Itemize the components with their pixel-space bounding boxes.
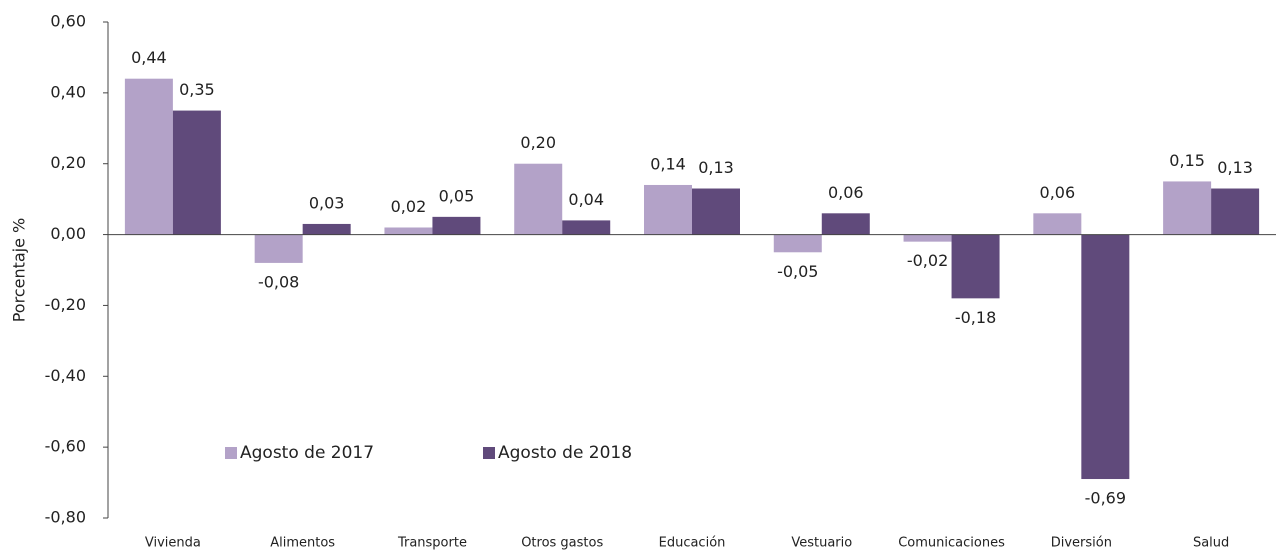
- y-axis-label: Porcentaje %: [10, 218, 29, 323]
- bar: [302, 223, 351, 235]
- data-label: 0,13: [1217, 158, 1253, 177]
- x-tick-label: Comunicaciones: [898, 536, 1005, 550]
- bar: [1081, 234, 1130, 480]
- y-tick-label: -0,60: [45, 437, 86, 456]
- data-label: 0,20: [520, 133, 556, 152]
- x-tick-label: Alimentos: [270, 536, 335, 550]
- bar: [1163, 181, 1212, 235]
- y-tick-label: -0,20: [45, 295, 86, 314]
- y-tick-label: 0,20: [50, 153, 86, 172]
- data-label: 0,04: [568, 190, 604, 209]
- x-tick-label: Vivienda: [145, 536, 201, 550]
- bar: [124, 78, 173, 235]
- x-tick-label: Transporte: [397, 536, 467, 550]
- bar: [1211, 188, 1260, 235]
- y-tick-label: -0,80: [45, 508, 86, 527]
- x-tick-label: Vestuario: [791, 536, 852, 550]
- bar: [644, 184, 692, 235]
- bar: [821, 213, 870, 235]
- data-label: 0,44: [131, 48, 167, 67]
- data-label: 0,14: [650, 154, 686, 173]
- bar: [432, 216, 481, 235]
- data-label: -0,05: [777, 262, 818, 281]
- x-tick-label: Otros gastos: [521, 536, 603, 550]
- data-label: 0,15: [1169, 151, 1205, 170]
- data-label: 0,13: [698, 158, 734, 177]
- data-label: -0,08: [258, 272, 299, 291]
- legend-label: Agosto de 2017: [240, 443, 374, 463]
- data-label: 0,05: [439, 186, 475, 205]
- x-tick-label: Salud: [1193, 536, 1229, 550]
- x-tick-label: Educación: [659, 536, 726, 550]
- legend-label: Agosto de 2018: [498, 443, 632, 463]
- y-tick-label: 0,00: [50, 224, 86, 243]
- y-tick-label: 0,40: [50, 82, 86, 101]
- bar: [514, 163, 563, 235]
- legend-swatch: [225, 447, 237, 459]
- data-label: 0,06: [828, 183, 864, 202]
- bar: [951, 234, 1000, 299]
- data-label: 0,35: [179, 80, 215, 99]
- bar: [773, 234, 822, 253]
- bar: [562, 220, 611, 235]
- legend-swatch: [483, 447, 495, 459]
- data-label: 0,06: [1040, 183, 1076, 202]
- data-label: 0,03: [309, 193, 345, 212]
- bar: [903, 234, 952, 242]
- bar: [692, 188, 740, 235]
- bar: [1033, 213, 1082, 235]
- bar: [172, 110, 221, 235]
- y-tick-label: -0,40: [45, 366, 86, 385]
- bar: [254, 234, 303, 263]
- data-label: -0,02: [907, 251, 948, 270]
- bar: [384, 227, 433, 235]
- y-tick-label: 0,60: [50, 12, 86, 31]
- data-label: 0,02: [391, 197, 427, 216]
- data-label: -0,18: [955, 308, 996, 327]
- x-tick-label: Diversión: [1051, 536, 1112, 550]
- data-label: -0,69: [1085, 489, 1126, 508]
